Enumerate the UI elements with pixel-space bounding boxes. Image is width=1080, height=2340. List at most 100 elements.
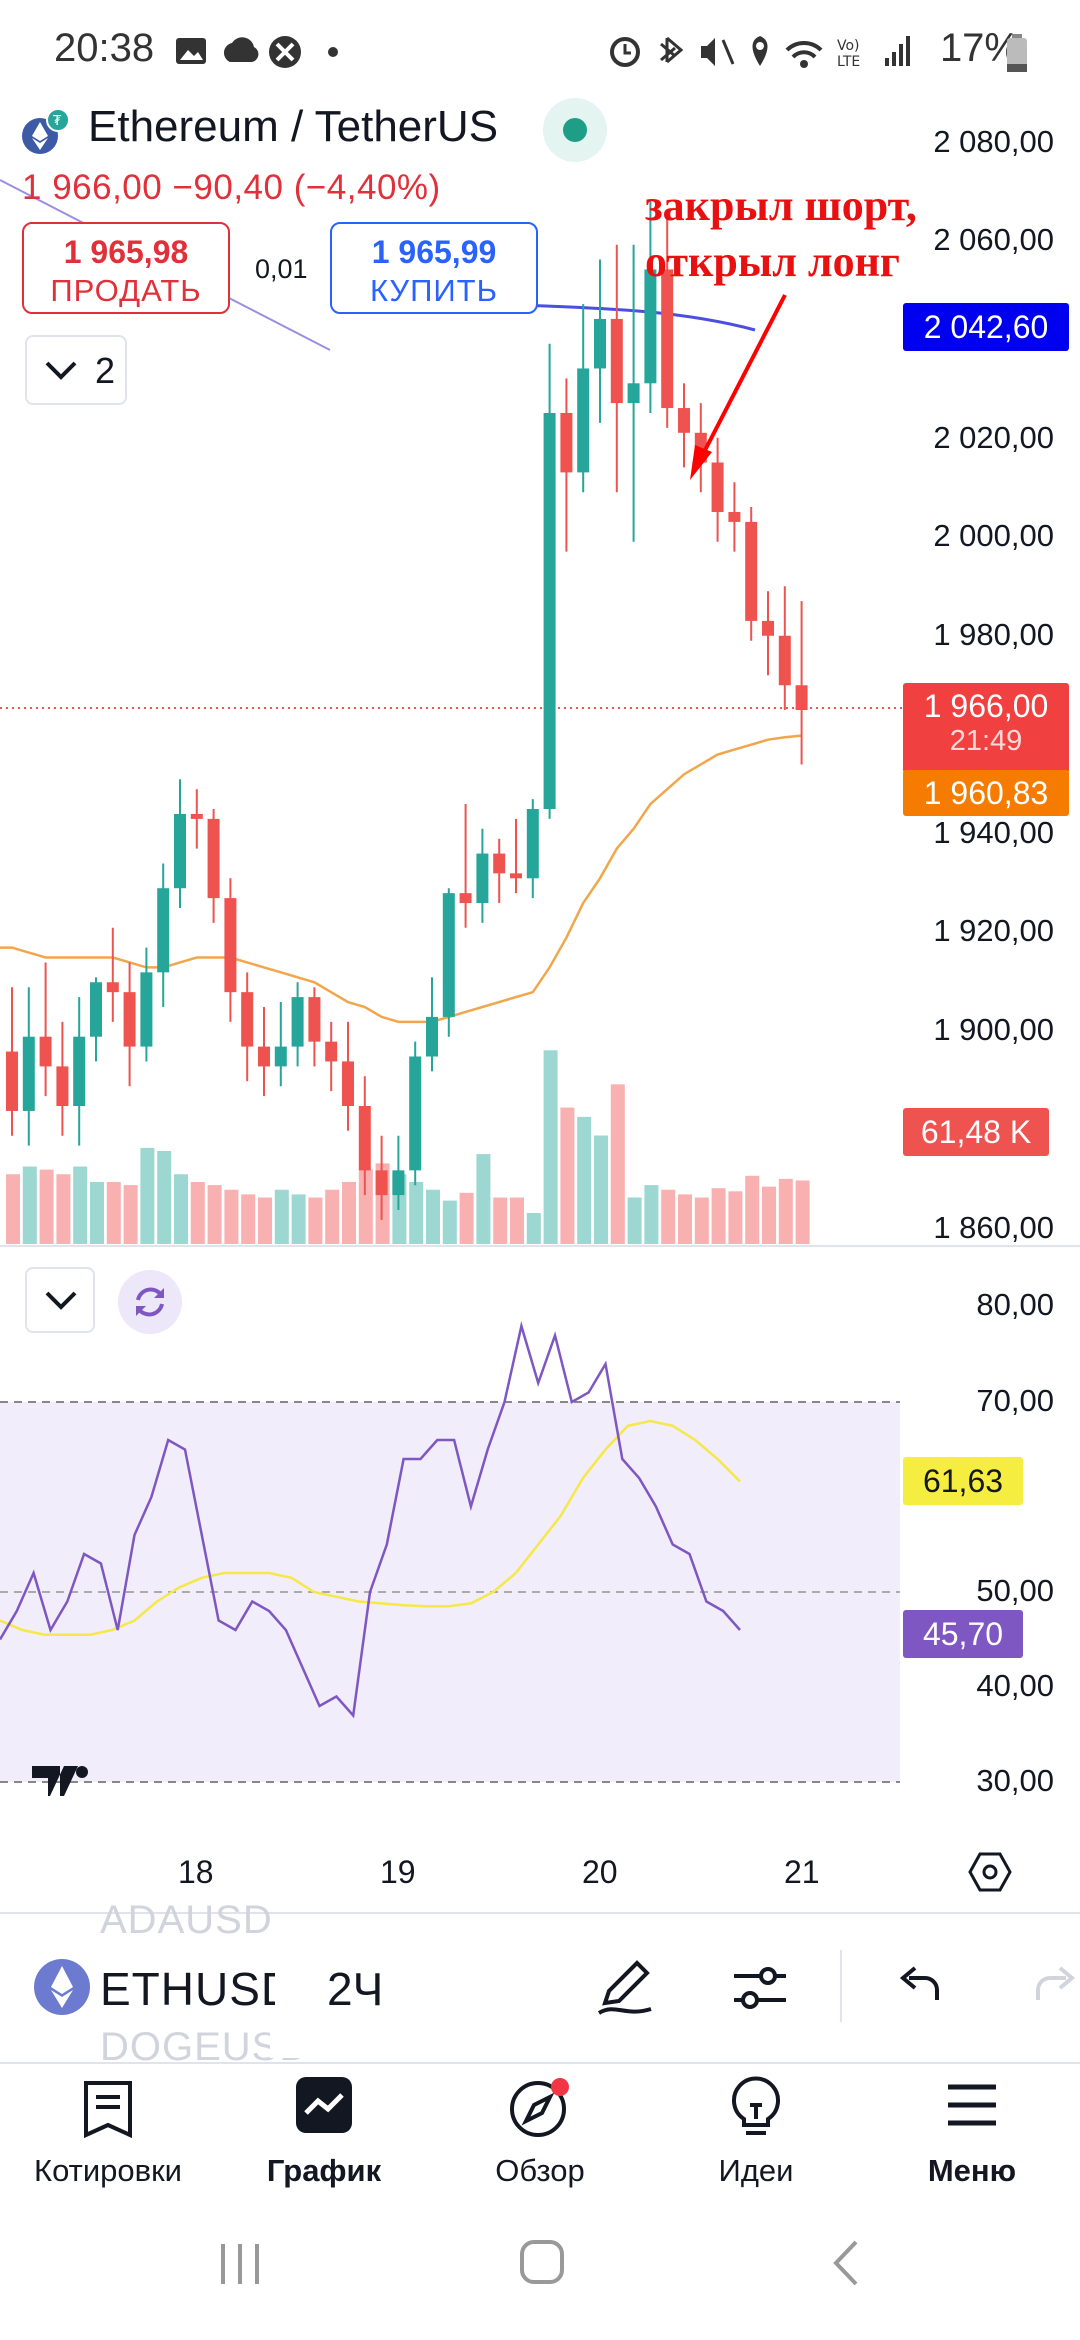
price-axis-label: 2 060,00 [933,222,1054,257]
drawing-tool-icon[interactable] [595,1955,655,2019]
candle [207,818,220,899]
nav-ideas[interactable]: Идеи [648,2075,864,2205]
volume-bar [493,1197,508,1244]
svg-text:LTE: LTE [837,54,860,70]
price-axis-label: 1 860,00 [933,1210,1054,1245]
market-status[interactable] [543,98,607,162]
candle [358,1106,371,1171]
candle [22,1036,35,1111]
undo-icon[interactable] [895,1960,945,2010]
ma-price-badge: 1 960,83 [903,770,1069,816]
candle [442,893,455,1017]
time-axis-label: 18 [178,1854,214,1890]
volume-bar [73,1166,88,1244]
volume-bar [224,1189,239,1244]
candle [140,972,153,1047]
volume-bar [778,1178,793,1244]
sell-price: 1 965,98 [63,234,189,270]
rsi-axis-label: 80,00 [976,1287,1054,1322]
volume-bar [325,1189,340,1244]
symbol-picker[interactable]: ETHUSD [100,1963,275,2015]
nav-menu[interactable]: Меню [864,2075,1080,2205]
refresh-button[interactable] [118,1270,182,1334]
candle [459,893,472,904]
nav-quotes[interactable]: Котировки [0,2075,216,2205]
rsi-panel[interactable] [0,1250,1080,1850]
nav-label: График [266,2153,382,2188]
recent-apps-icon[interactable] [215,2240,265,2288]
volume-bar [728,1191,743,1244]
candle [342,1061,354,1106]
nav-label: Котировки [34,2153,182,2188]
rsi-axis-label: 40,00 [976,1668,1054,1703]
candle [476,853,489,904]
interval-button[interactable]: 2Ч [327,1963,384,2015]
ema-line [519,303,756,332]
candle [325,1041,338,1062]
status-time: 20:38 [54,26,155,70]
volume-bar [577,1116,592,1244]
volume-bar [39,1169,54,1244]
svg-text:₮: ₮ [53,114,62,129]
candle [157,888,170,973]
volume-bar [308,1197,323,1244]
price-chart[interactable] [0,100,1080,1250]
candle [6,1051,18,1111]
volume-bar [745,1175,760,1244]
spread: 0,01 [255,254,308,284]
time-axis-label: 20 [582,1854,618,1890]
volume-bar [627,1197,642,1244]
ema-price-badge: 2 042,60 [903,303,1069,351]
candle [795,685,808,710]
volume-bar [476,1154,491,1244]
candle [560,413,573,473]
indicators-toggle-button[interactable]: 2 [25,335,127,405]
volume-bar [762,1186,776,1244]
buy-button[interactable]: 1 965,99 КУПИТЬ [330,222,538,314]
volume-bar [594,1135,608,1244]
buy-label: КУПИТЬ [370,273,498,308]
symbol-picker-previous[interactable]: ADAUSD [100,1898,273,1942]
candle [510,873,522,879]
volume-bar [106,1182,121,1244]
candle [409,1056,422,1171]
volume-bar [795,1180,810,1244]
sell-button[interactable]: 1 965,98 ПРОДАТЬ [22,222,230,314]
home-icon[interactable] [518,2238,566,2288]
menu-icon [948,2084,996,2126]
price-axis-label: 1 900,00 [933,1012,1054,1047]
chevron-down-icon [45,1291,77,1310]
volume-bar [190,1182,205,1244]
volume-bar [6,1174,20,1244]
volume-bar [90,1182,104,1244]
candle [241,992,254,1047]
nav-overview[interactable]: Обзор [432,2075,648,2205]
volume-bar [694,1197,709,1244]
indicators-settings-icon[interactable] [730,1960,790,2016]
back-icon[interactable] [826,2238,866,2288]
tradingview-logo-icon [32,1766,88,1796]
price-axis-label: 1 920,00 [933,913,1054,948]
candle [745,521,758,621]
nav-label: Идеи [718,2153,794,2188]
candle [678,408,690,433]
candle [308,997,321,1042]
ethereum-logo-icon: ₮ [22,108,70,154]
redo-icon[interactable] [1030,1960,1080,2010]
toolbar-divider [840,1950,842,2022]
volume-bar [560,1107,575,1244]
nav-chart[interactable]: График [216,2075,432,2205]
symbol-title[interactable]: Ethereum / TetherUS [88,102,499,151]
moving-average-line [0,734,802,1024]
status-bar: 20:38 Vo) LTE 17% [0,0,1080,100]
volume-bar [358,1169,373,1244]
volume-bar [274,1189,289,1244]
chart-settings-icon[interactable] [968,1850,1012,1894]
candle [661,269,674,409]
price-axis-label: 2 020,00 [933,420,1054,455]
chevron-down-icon [45,361,77,380]
refresh-icon [136,1287,164,1317]
oscillator-toggle-button[interactable] [25,1267,95,1333]
annotation-line-1: закрыл шорт, [645,181,917,230]
rsi-axis-label: 30,00 [976,1763,1054,1798]
